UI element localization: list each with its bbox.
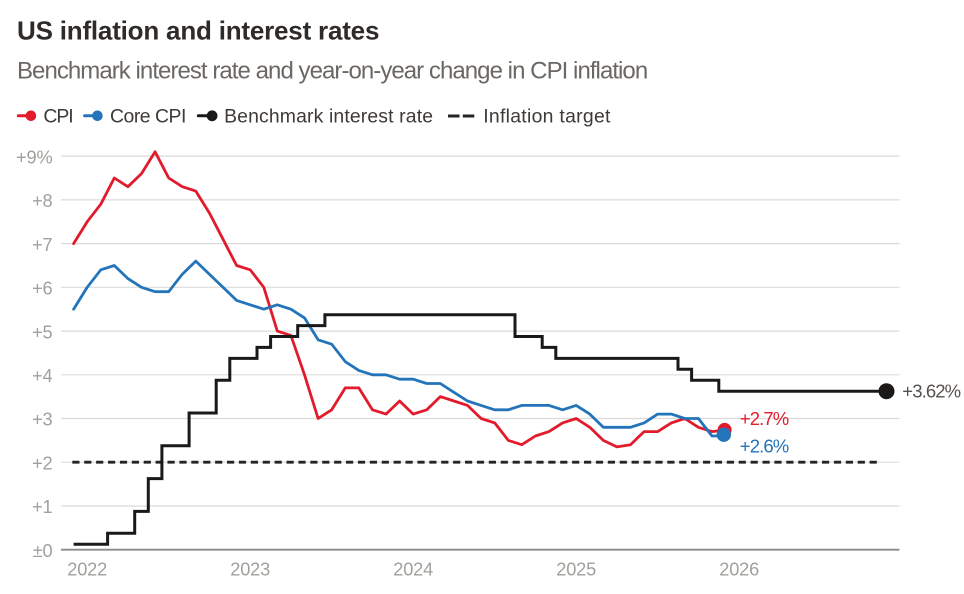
svg-text:Core CPI: Core CPI <box>110 106 186 128</box>
svg-text:+6: +6 <box>32 279 52 299</box>
svg-text:CPI: CPI <box>43 106 72 128</box>
svg-text:+8: +8 <box>32 191 52 211</box>
svg-text:+2.7%: +2.7% <box>740 408 789 429</box>
svg-text:Inflation target: Inflation target <box>483 106 611 128</box>
svg-text:2025: 2025 <box>556 559 596 579</box>
svg-text:+3.62%: +3.62% <box>902 380 960 401</box>
svg-text:±0: ±0 <box>33 541 53 561</box>
svg-text:+2: +2 <box>32 453 52 473</box>
svg-text:+7: +7 <box>32 235 52 255</box>
svg-text:Benchmark interest rate: Benchmark interest rate <box>224 106 433 128</box>
svg-text:US inflation and interest rate: US inflation and interest rates <box>17 16 379 46</box>
svg-text:2024: 2024 <box>393 559 433 579</box>
svg-text:+5: +5 <box>32 322 52 342</box>
svg-text:+3: +3 <box>32 410 52 430</box>
svg-text:2023: 2023 <box>230 559 270 579</box>
svg-text:+4: +4 <box>32 366 52 386</box>
svg-text:2026: 2026 <box>719 559 759 579</box>
svg-text:+9%: +9% <box>16 147 52 167</box>
svg-text:+2.6%: +2.6% <box>740 435 789 456</box>
svg-text:2022: 2022 <box>67 559 107 579</box>
svg-text:Benchmark interest rate and ye: Benchmark interest rate and year-on-year… <box>17 58 647 85</box>
svg-text:+1: +1 <box>32 497 52 517</box>
